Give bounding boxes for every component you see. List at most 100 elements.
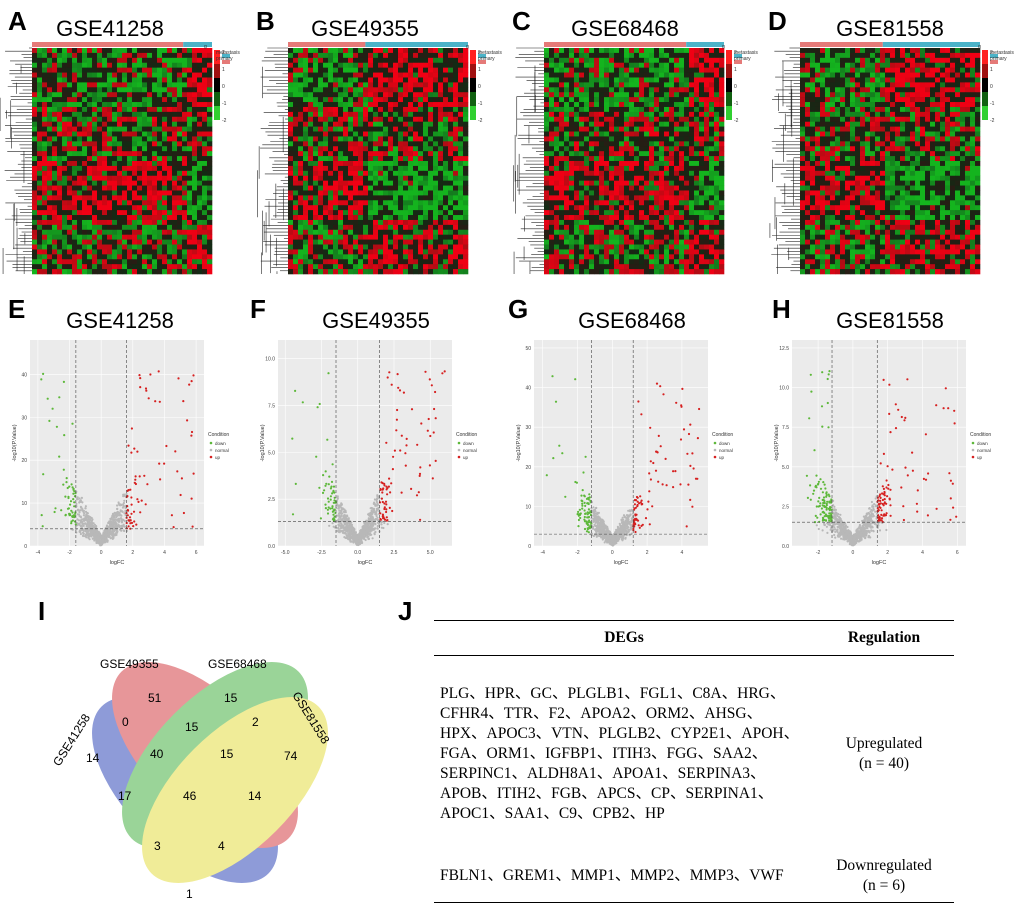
legend-swatch-metastasis (222, 54, 230, 58)
venn-set-4 (142, 697, 328, 883)
legend-item: up (215, 455, 221, 460)
legend-swatch-metastasis (990, 54, 998, 58)
y-tick-label: 10.0 (779, 386, 789, 392)
annotation-primary (800, 42, 883, 47)
x-tick-label: 2 (131, 550, 134, 556)
venn-count-41258-49355-81558: 4 (218, 839, 225, 853)
x-tick-label: 2 (646, 550, 649, 556)
panel-label-a: A (8, 6, 27, 36)
legend-item: normal (463, 448, 477, 453)
scale-tick: 1 (990, 67, 993, 73)
venn-count-only-gse41258: 14 (86, 751, 100, 765)
scale-tick: -1 (222, 101, 227, 107)
legend-swatch-metastasis (478, 54, 486, 58)
degs-col-header: DEGs (604, 629, 644, 646)
volcano-title-e: GSE41258 (66, 308, 174, 333)
points (805, 370, 958, 547)
scale-tick: 1 (478, 67, 481, 73)
x-tick-label: 4 (163, 550, 166, 556)
gridlines (792, 340, 966, 547)
heatmap-legend-c: g metastasis primary (722, 44, 766, 62)
heatmap-legend-d: g metastasis primary (978, 44, 1018, 62)
scale-tick: 0 (222, 84, 225, 90)
points (291, 370, 446, 547)
x-tick-label: -2 (816, 550, 821, 556)
legend-marker (209, 441, 213, 445)
gridlines (278, 340, 452, 547)
legend-item: normal (215, 448, 229, 453)
y-axis-label: -log10(P.Value) (12, 424, 18, 461)
x-axis-label: logFC (358, 560, 373, 566)
color-scale (214, 50, 220, 120)
volcano-title-g: GSE68468 (578, 308, 686, 333)
legend-item: normal (977, 448, 991, 453)
heatmap-title-a: GSE41258 (56, 16, 164, 41)
scale-tick: 2 (222, 50, 225, 56)
legend-marker (457, 441, 461, 445)
venn-count-49355-68468-81558: 15 (220, 747, 234, 761)
legend-item: down (463, 441, 474, 446)
x-tick-label: 2.5 (391, 550, 398, 556)
legend-group-title: g (722, 44, 725, 50)
x-tick-label: 5.0 (427, 550, 434, 556)
legend-marker (457, 448, 461, 452)
y-tick-label: 7.5 (268, 404, 275, 410)
regulation-up: Upregulated (n = 40) (814, 656, 954, 825)
y-axis-label: -log10(P.Value) (774, 424, 780, 461)
x-tick-label: 0 (852, 550, 855, 556)
y-tick-label: 5.0 (782, 465, 789, 471)
y-tick-label: 2.5 (268, 497, 275, 503)
panel-label-f: F (250, 294, 266, 324)
color-scale (726, 50, 732, 120)
legend-group-title: g (204, 44, 207, 50)
regulation-up-label: Upregulated (845, 734, 923, 752)
degs-up-genes: PLG、HPR、GC、PLGLB1、FGL1、C8A、HRG、CFHR4、TTR… (440, 685, 800, 822)
regulation-down: Downregulated (n = 6) (814, 824, 954, 903)
panel-label-h: H (772, 294, 791, 324)
venn-count-only-gse68468: 15 (224, 691, 238, 705)
y-tick-label: 30 (21, 415, 27, 421)
panel-label-j: J (398, 596, 413, 626)
color-scale (470, 50, 476, 120)
venn-count-68468-81558: 2 (252, 715, 259, 729)
y-tick-label: 12.5 (779, 346, 789, 352)
y-tick-label: 50 (525, 346, 531, 352)
annotation-primary (544, 42, 687, 47)
y-axis-label: -log10(P.Value) (516, 424, 522, 461)
degs-down-genes: FBLN1、GREM1、MMP1、MMP2、MMP3、VWF (440, 867, 784, 884)
y-tick-label: 40 (525, 386, 531, 392)
heatmap-legend-b: g metastasis primary (466, 44, 510, 62)
x-tick-label: -2 (67, 550, 72, 556)
panel-label-c: C (512, 6, 531, 36)
x-tick-label: 0 (611, 550, 614, 556)
plot-panel (534, 340, 708, 546)
y-tick-label: 10.0 (265, 357, 275, 363)
regulation-up-count: (n = 40) (858, 754, 910, 772)
legend-item: up (463, 455, 469, 460)
legend-item: up (719, 455, 725, 460)
heatmap-gse41258: 2 1 0 -1 -2 (0, 42, 230, 275)
legend-marker (713, 455, 717, 459)
regulation-col-header: Regulation (847, 629, 921, 646)
heatmap-cells (32, 48, 213, 275)
threshold-lines (278, 340, 452, 546)
y-tick-label: 20 (21, 458, 27, 464)
row-dendrogram (513, 47, 544, 274)
annotation-metastasis (882, 42, 980, 47)
x-tick-label: 6 (956, 550, 959, 556)
y-tick-label: 10 (21, 501, 27, 507)
panel-label-e: E (8, 294, 26, 324)
legend-swatch-primary (734, 60, 742, 64)
degs-table-wrap: DEGs Regulation PLG、HPR、GC、PLGLB1、FGL1、C… (434, 620, 954, 903)
venn-count-41258-49355: 0 (122, 715, 129, 729)
x-tick-label: 4 (921, 550, 924, 556)
x-tick-label: -4 (540, 550, 545, 556)
legend-metastasis: metastasis (216, 50, 240, 56)
volcano-gse81558: 0.0 2.5 5.0 7.5 10.0 12.5 -2 0 2 4 6 logFC -log10(P.… (774, 340, 991, 566)
legend-item: up (977, 455, 983, 460)
legend-metastasis: metastasis (990, 50, 1014, 56)
heatmap-gse81558: 2 1 0 -1 -2 (769, 42, 998, 275)
legend-title: Condition (970, 432, 991, 438)
x-axis-label: logFC (872, 560, 887, 566)
x-tick-label: 0 (100, 550, 103, 556)
